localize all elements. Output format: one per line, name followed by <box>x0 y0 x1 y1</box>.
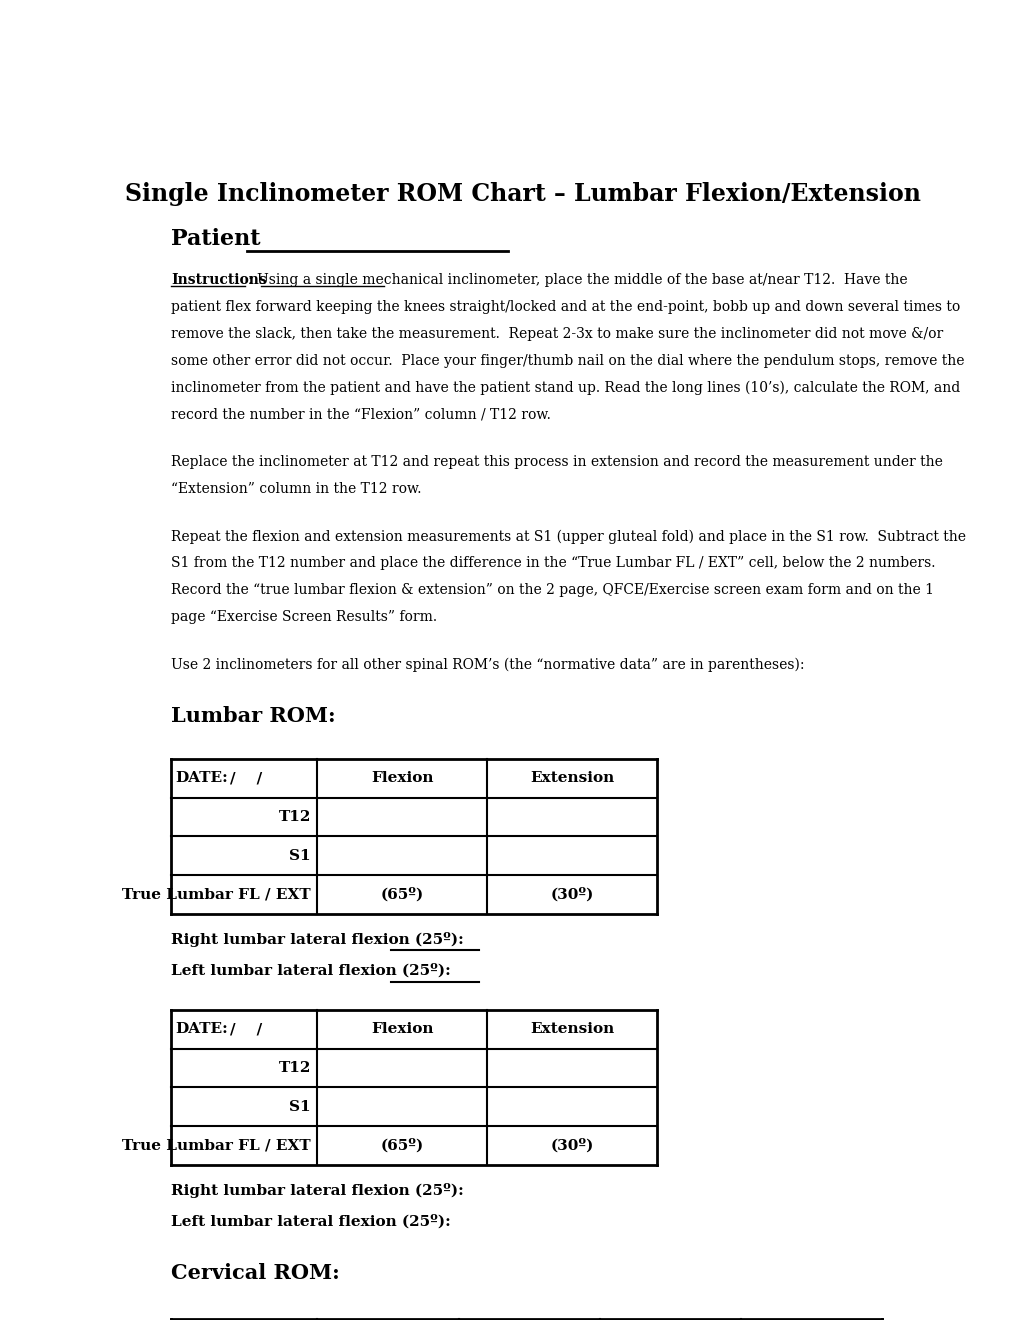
Text: remove the slack, then take the measurement.  Repeat 2-3x to make sure the incli: remove the slack, then take the measurem… <box>171 327 943 341</box>
Text: T12: T12 <box>278 1061 311 1074</box>
Text: Repeat the flexion and extension measurements at S1 (upper gluteal fold) and pla: Repeat the flexion and extension measure… <box>171 529 965 544</box>
Text: True Lumbar FL / EXT: True Lumbar FL / EXT <box>122 1138 311 1152</box>
Text: DATE:: DATE: <box>175 1023 227 1036</box>
Text: Instructions: Instructions <box>171 273 266 288</box>
Text: “Extension” column in the T12 row.: “Extension” column in the T12 row. <box>171 482 421 496</box>
Text: S1 from the T12 number and place the difference in the “True Lumbar FL / EXT” ce: S1 from the T12 number and place the dif… <box>171 556 934 570</box>
Text: Replace the inclinometer at T12 and repeat this process in extension and record : Replace the inclinometer at T12 and repe… <box>171 455 942 469</box>
Text: some other error did not occur.  Place your finger/thumb nail on the dial where : some other error did not occur. Place yo… <box>171 354 964 368</box>
Text: Extension: Extension <box>530 771 613 785</box>
Text: /    /: / / <box>230 1023 262 1036</box>
Text: /    /: / / <box>230 771 262 785</box>
Text: Right lumbar lateral flexion (25º):: Right lumbar lateral flexion (25º): <box>171 932 464 946</box>
Text: Left lumbar lateral flexion (25º):: Left lumbar lateral flexion (25º): <box>171 1214 450 1229</box>
Text: record the number in the “Flexion” column / T12 row.: record the number in the “Flexion” colum… <box>171 408 550 422</box>
Text: T12: T12 <box>278 810 311 824</box>
Text: Flexion: Flexion <box>371 1023 433 1036</box>
Text: : Using a single mechanical inclinometer, place the middle of the base at/near T: : Using a single mechanical inclinometer… <box>248 273 906 288</box>
Text: Extension: Extension <box>530 1023 613 1036</box>
Text: S1: S1 <box>289 1100 311 1114</box>
Text: True Lumbar FL / EXT: True Lumbar FL / EXT <box>122 887 311 902</box>
Text: Cervical ROM:: Cervical ROM: <box>171 1263 339 1283</box>
Text: S1: S1 <box>289 849 311 863</box>
Text: Record the “true lumbar flexion & extension” on the 2 page, QFCE/Exercise screen: Record the “true lumbar flexion & extens… <box>171 583 933 597</box>
Text: Patient: Patient <box>171 227 260 249</box>
Text: (30º): (30º) <box>550 1138 593 1152</box>
Text: (30º): (30º) <box>550 887 593 902</box>
Text: Lumbar ROM:: Lumbar ROM: <box>171 706 335 726</box>
Text: Flexion: Flexion <box>371 771 433 785</box>
Text: page “Exercise Screen Results” form.: page “Exercise Screen Results” form. <box>171 610 437 624</box>
Text: inclinometer from the patient and have the patient stand up. Read the long lines: inclinometer from the patient and have t… <box>171 381 959 396</box>
Text: Use 2 inclinometers for all other spinal ROM’s (the “normative data” are in pare: Use 2 inclinometers for all other spinal… <box>171 657 804 672</box>
Text: Right lumbar lateral flexion (25º):: Right lumbar lateral flexion (25º): <box>171 1183 464 1199</box>
Text: (65º): (65º) <box>380 887 424 902</box>
Text: Single Inclinometer ROM Chart – Lumbar Flexion/Extension: Single Inclinometer ROM Chart – Lumbar F… <box>124 182 920 206</box>
Text: patient flex forward keeping the knees straight/locked and at the end-point, bob: patient flex forward keeping the knees s… <box>171 300 959 314</box>
Text: DATE:: DATE: <box>175 771 227 785</box>
Text: (65º): (65º) <box>380 1138 424 1152</box>
Text: Left lumbar lateral flexion (25º):: Left lumbar lateral flexion (25º): <box>171 964 450 978</box>
